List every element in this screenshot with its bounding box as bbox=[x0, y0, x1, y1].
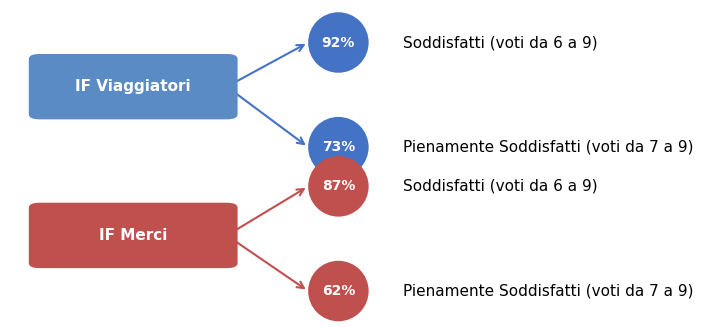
Ellipse shape bbox=[308, 12, 369, 73]
Text: 87%: 87% bbox=[322, 180, 355, 193]
Ellipse shape bbox=[308, 261, 369, 321]
Text: Pienamente Soddisfatti (voti da 7 a 9): Pienamente Soddisfatti (voti da 7 a 9) bbox=[403, 140, 693, 155]
Text: Soddisfatti (voti da 6 a 9): Soddisfatti (voti da 6 a 9) bbox=[403, 35, 598, 50]
Text: Pienamente Soddisfatti (voti da 7 a 9): Pienamente Soddisfatti (voti da 7 a 9) bbox=[403, 284, 693, 299]
Ellipse shape bbox=[308, 156, 369, 216]
FancyBboxPatch shape bbox=[29, 54, 238, 119]
Text: IF Merci: IF Merci bbox=[99, 228, 167, 243]
Text: 92%: 92% bbox=[322, 36, 355, 49]
FancyBboxPatch shape bbox=[29, 203, 238, 268]
Ellipse shape bbox=[308, 117, 369, 177]
Text: 62%: 62% bbox=[322, 284, 355, 298]
Text: Soddisfatti (voti da 6 a 9): Soddisfatti (voti da 6 a 9) bbox=[403, 179, 598, 194]
Text: IF Viaggiatori: IF Viaggiatori bbox=[76, 79, 191, 94]
Text: 73%: 73% bbox=[322, 140, 355, 154]
